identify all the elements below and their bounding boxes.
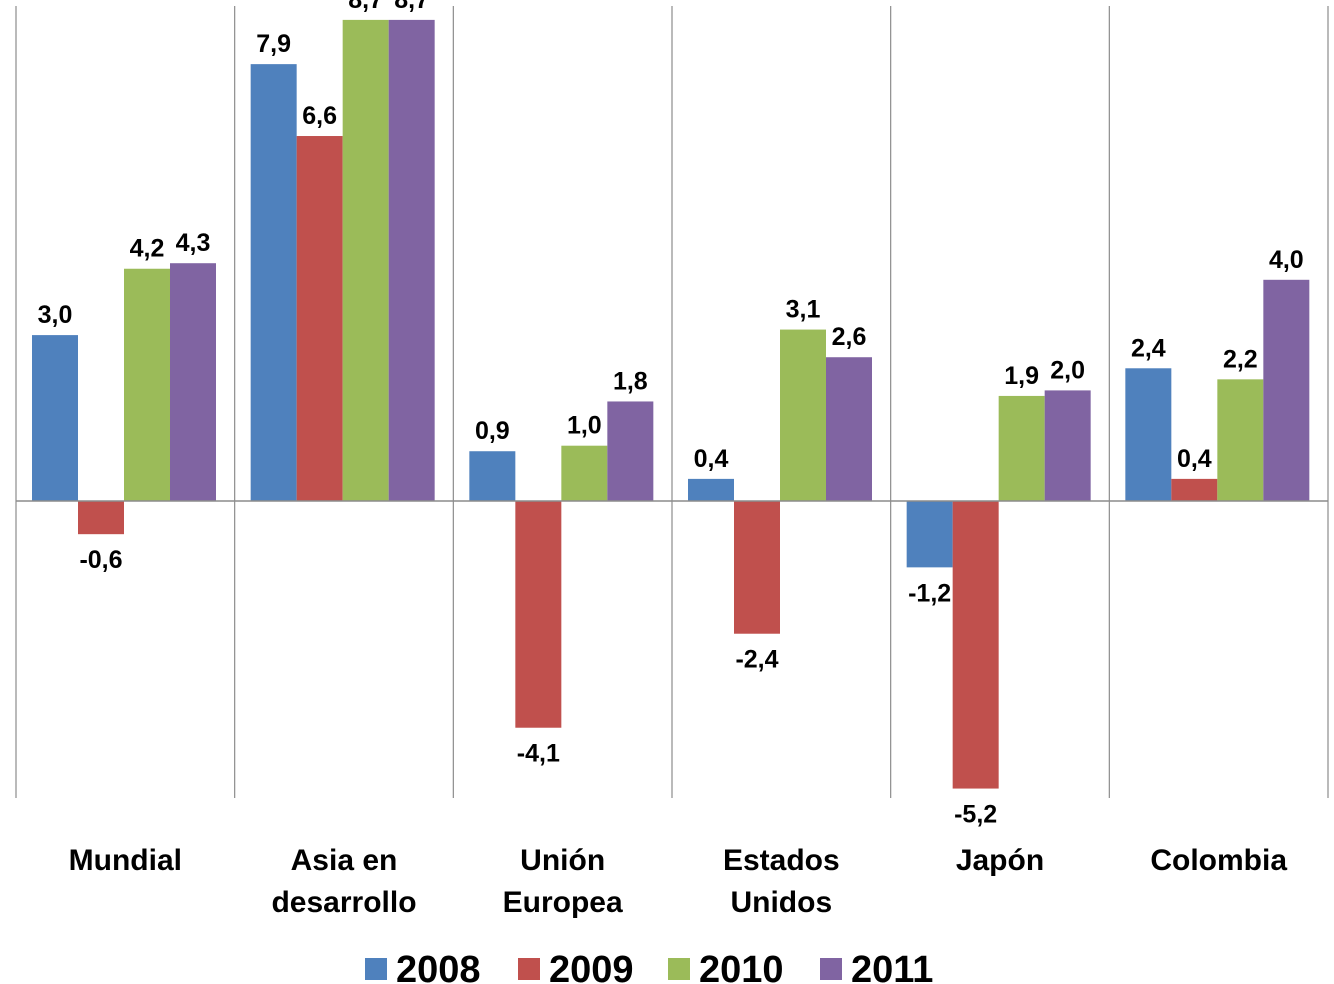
bar: [826, 357, 872, 501]
legend-label: 2011: [851, 949, 933, 984]
bar: [688, 478, 734, 501]
category-label: Mundial: [69, 844, 182, 877]
bar: [296, 136, 343, 501]
bar: [1044, 390, 1091, 501]
bar: [250, 64, 297, 501]
bar: [906, 501, 953, 568]
data-label: 8,7: [394, 0, 429, 14]
category-label-line: Estados: [723, 844, 840, 877]
data-label: 7,9: [256, 30, 291, 58]
data-label: 2,0: [1050, 356, 1085, 384]
data-label: 3,1: [786, 296, 821, 324]
legend-swatch: [365, 958, 387, 980]
data-label: 1,0: [567, 412, 602, 440]
data-label: -1,2: [908, 579, 951, 607]
bar: [607, 401, 654, 501]
bar: [170, 263, 216, 501]
data-label: -2,4: [735, 646, 778, 674]
data-label: 1,8: [613, 367, 648, 395]
data-label: 0,4: [694, 445, 729, 473]
bar: [1217, 379, 1264, 501]
bar: [780, 329, 826, 501]
category-label: Asia en desarrollo: [271, 844, 416, 919]
legend-label: 2010: [699, 949, 784, 984]
legend-label: 2008: [396, 949, 481, 984]
data-label: 1,9: [1004, 362, 1039, 390]
category-label-line: Europea: [503, 886, 623, 919]
data-label: 2,4: [1131, 334, 1166, 362]
category-label-line: Mundial: [69, 844, 182, 877]
bar: [952, 501, 999, 789]
legend-label: 2009: [549, 949, 634, 984]
data-label: 4,3: [176, 229, 211, 257]
category-label: Japón: [956, 844, 1044, 877]
bar: [998, 395, 1045, 501]
data-label: 3,0: [38, 301, 73, 329]
data-label: -4,1: [517, 740, 560, 768]
legend-swatch: [668, 958, 690, 980]
bar: [342, 19, 389, 501]
bar: [515, 501, 562, 728]
category-label-line: Asia en: [291, 844, 398, 877]
category-labels: Mundial Asia en desarrollo Unión Europea Esta…: [69, 844, 1288, 919]
legend-swatch: [518, 958, 540, 980]
category-label-line: Colombia: [1150, 844, 1287, 877]
bar: [1125, 368, 1172, 501]
category-label-line: Japón: [956, 844, 1044, 877]
data-label: 0,9: [475, 417, 510, 445]
legend: 2008 2009 2010 2011: [365, 949, 933, 984]
data-label: 8,7: [348, 0, 383, 14]
data-label: 6,6: [302, 102, 337, 130]
category-label: Colombia: [1150, 844, 1287, 877]
data-label: -5,2: [954, 801, 997, 829]
data-label: 4,0: [1269, 246, 1304, 274]
bar: [1171, 478, 1218, 501]
bar: [1263, 279, 1310, 501]
bar: [78, 501, 124, 535]
bar: [32, 335, 78, 501]
category-label-line: Unión: [520, 844, 605, 877]
category-dividers: [15, 6, 1329, 798]
category-label-line: desarrollo: [271, 886, 416, 919]
data-label: 0,4: [1177, 445, 1212, 473]
category-label: Estados Unidos: [723, 844, 840, 919]
bar: [124, 268, 170, 501]
data-label: 2,2: [1223, 345, 1258, 373]
category-label-line: Unidos: [730, 886, 832, 919]
data-label: 4,2: [130, 235, 165, 263]
legend-swatch: [820, 958, 842, 980]
data-label: 2,6: [832, 323, 867, 351]
bar: [561, 445, 608, 501]
bar: [734, 501, 780, 634]
bar: [388, 19, 435, 501]
bar: [469, 451, 516, 501]
data-labels: 3,0 -0,6 4,2 4,3 7,9 6,6 8,7 8,7 0,9 -4,1 1,0 1,8 0,…: [38, 0, 1304, 829]
data-label: -0,6: [79, 546, 122, 574]
category-label: Unión Europea: [503, 844, 623, 919]
bars: [32, 19, 1310, 789]
